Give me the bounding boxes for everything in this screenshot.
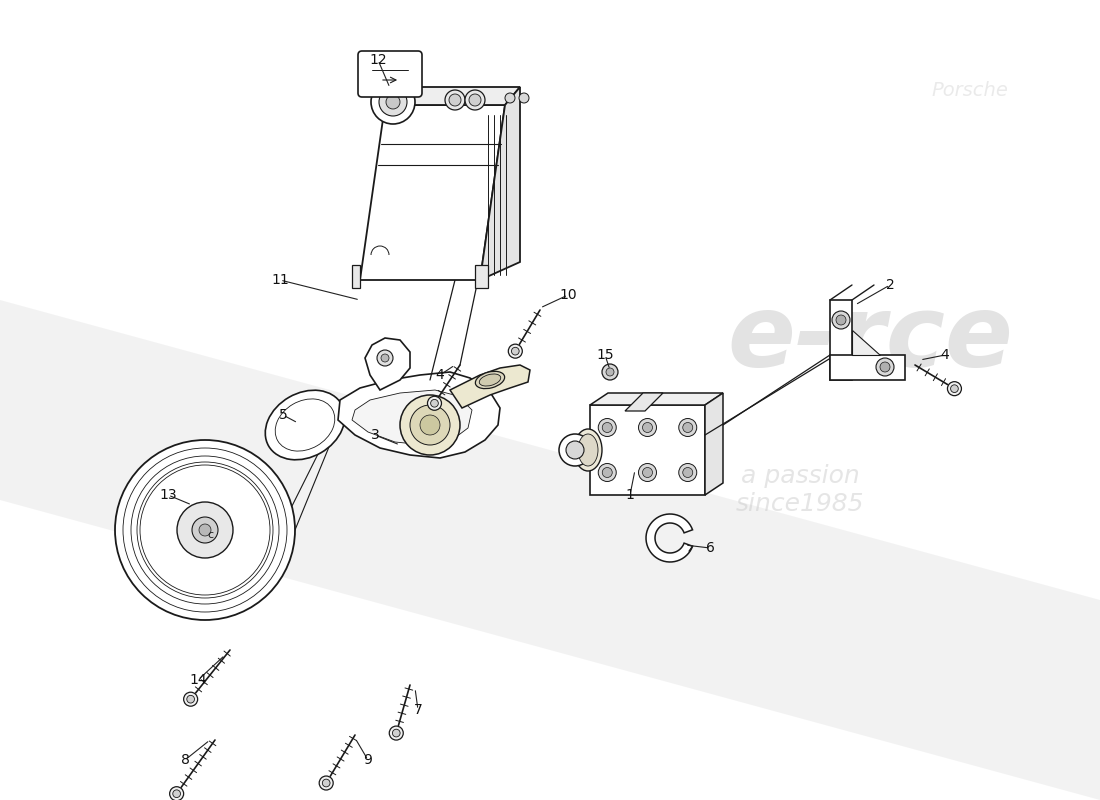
- Text: e-rce: e-rce: [727, 291, 1013, 389]
- Circle shape: [430, 399, 438, 407]
- Circle shape: [683, 422, 693, 433]
- Circle shape: [602, 364, 618, 380]
- Text: 3: 3: [371, 428, 380, 442]
- Text: 8: 8: [180, 753, 189, 767]
- Circle shape: [679, 418, 696, 437]
- Circle shape: [393, 730, 400, 737]
- Polygon shape: [370, 87, 520, 105]
- Circle shape: [603, 422, 613, 433]
- Circle shape: [420, 415, 440, 435]
- Text: 6: 6: [705, 541, 714, 555]
- Polygon shape: [852, 330, 880, 355]
- Text: 13: 13: [160, 488, 177, 502]
- Circle shape: [508, 344, 522, 358]
- Circle shape: [173, 790, 180, 798]
- Polygon shape: [365, 338, 410, 390]
- Text: 12: 12: [370, 53, 387, 67]
- Circle shape: [184, 692, 198, 706]
- Circle shape: [192, 517, 218, 543]
- Polygon shape: [352, 265, 360, 288]
- Polygon shape: [0, 300, 1100, 800]
- Circle shape: [400, 395, 460, 455]
- Circle shape: [386, 95, 400, 109]
- Text: 11: 11: [271, 273, 289, 287]
- Text: Porsche: Porsche: [932, 81, 1009, 99]
- Circle shape: [449, 94, 461, 106]
- Circle shape: [638, 418, 657, 437]
- Circle shape: [836, 315, 846, 325]
- Circle shape: [950, 385, 958, 393]
- Circle shape: [505, 93, 515, 103]
- Polygon shape: [625, 393, 663, 411]
- Circle shape: [319, 776, 333, 790]
- Circle shape: [947, 382, 961, 396]
- Circle shape: [169, 786, 184, 800]
- Ellipse shape: [275, 399, 334, 451]
- Circle shape: [598, 418, 616, 437]
- Circle shape: [519, 93, 529, 103]
- Circle shape: [377, 350, 393, 366]
- Text: c: c: [207, 530, 213, 540]
- Circle shape: [465, 90, 485, 110]
- Circle shape: [371, 80, 415, 124]
- Text: 4: 4: [940, 348, 949, 362]
- Circle shape: [566, 441, 584, 459]
- Ellipse shape: [578, 434, 598, 466]
- Text: 4: 4: [436, 368, 444, 382]
- Circle shape: [446, 90, 465, 110]
- Polygon shape: [590, 393, 723, 405]
- Circle shape: [832, 311, 850, 329]
- Text: 7: 7: [414, 703, 422, 717]
- Polygon shape: [480, 87, 520, 280]
- Circle shape: [876, 358, 894, 376]
- Circle shape: [381, 354, 389, 362]
- Polygon shape: [360, 105, 505, 280]
- Polygon shape: [705, 393, 723, 495]
- Circle shape: [116, 440, 295, 620]
- Ellipse shape: [265, 390, 344, 460]
- Circle shape: [512, 347, 519, 355]
- Polygon shape: [590, 405, 705, 495]
- FancyBboxPatch shape: [358, 51, 422, 97]
- Ellipse shape: [480, 374, 501, 386]
- Polygon shape: [830, 300, 852, 380]
- Polygon shape: [338, 372, 500, 458]
- Ellipse shape: [475, 371, 505, 389]
- Circle shape: [603, 467, 613, 478]
- Circle shape: [428, 396, 441, 410]
- Circle shape: [598, 463, 616, 482]
- Circle shape: [322, 779, 330, 787]
- Polygon shape: [646, 514, 693, 562]
- Circle shape: [559, 434, 591, 466]
- Circle shape: [606, 368, 614, 376]
- Circle shape: [880, 362, 890, 372]
- Polygon shape: [450, 365, 530, 408]
- Circle shape: [642, 467, 652, 478]
- Text: 15: 15: [596, 348, 614, 362]
- Circle shape: [683, 467, 693, 478]
- Text: 9: 9: [364, 753, 373, 767]
- Circle shape: [469, 94, 481, 106]
- Circle shape: [642, 422, 652, 433]
- Circle shape: [199, 524, 211, 536]
- Text: 5: 5: [278, 408, 287, 422]
- Text: 1: 1: [626, 488, 635, 502]
- Text: 10: 10: [559, 288, 576, 302]
- Text: a passion
since1985: a passion since1985: [736, 464, 865, 516]
- Polygon shape: [830, 355, 905, 380]
- Text: 14: 14: [189, 673, 207, 687]
- Text: 2: 2: [886, 278, 894, 292]
- Circle shape: [389, 726, 404, 740]
- Circle shape: [379, 88, 407, 116]
- Circle shape: [410, 405, 450, 445]
- Circle shape: [187, 695, 195, 703]
- Circle shape: [177, 502, 233, 558]
- Polygon shape: [352, 390, 472, 445]
- Ellipse shape: [574, 429, 602, 471]
- Polygon shape: [475, 265, 488, 288]
- Circle shape: [679, 463, 696, 482]
- Circle shape: [638, 463, 657, 482]
